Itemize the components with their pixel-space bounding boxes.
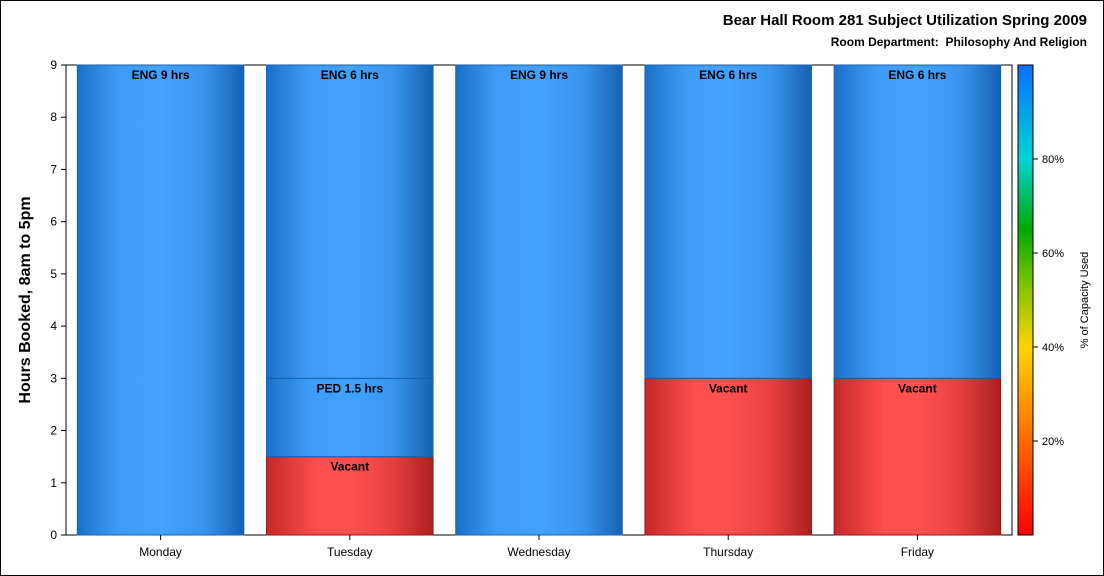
colorbar-legend: 20% 40% 60% 80%: [1017, 64, 1064, 536]
y-tick-label: 5: [50, 267, 57, 281]
segment-label: ENG 6 hrs: [699, 68, 757, 82]
vacant-segment: [833, 377, 1002, 536]
x-tick-label: Wednesday: [507, 545, 570, 559]
y-tick-label: 0: [50, 528, 57, 542]
y-tick-label: 4: [50, 319, 57, 333]
colorbar-tick-label: 40%: [1042, 342, 1064, 354]
colorbar-tick-label: 80%: [1042, 154, 1064, 166]
y-tick-label: 2: [50, 424, 57, 438]
booked-segment: [644, 64, 812, 379]
segment-label: PED 1.5 hrs: [316, 381, 383, 395]
segment-label: ENG 9 hrs: [510, 68, 568, 82]
y-tick-label: 3: [50, 371, 57, 385]
segment-label: Vacant: [898, 381, 937, 395]
plot-area: 0 1 2 3 4 5 6 7 8 9 ENG 9 hrs Monday Vacant PED 1.5 h…: [50, 58, 1013, 559]
segment-label: ENG 6 hrs: [321, 68, 379, 82]
booked-segment: [833, 64, 1002, 379]
chart-subtitle: Room Department: Philosophy And Religion: [830, 35, 1087, 49]
vacant-segment: [266, 456, 434, 536]
chart-title: Bear Hall Room 281 Subject Utilization S…: [722, 12, 1087, 29]
x-tick-label: Thursday: [703, 545, 753, 559]
x-tick-label: Tuesday: [327, 545, 373, 559]
y-tick-label: 9: [50, 58, 57, 72]
y-tick-label: 7: [50, 162, 57, 176]
segment-label: ENG 9 hrs: [132, 68, 190, 82]
y-tick-label: 6: [50, 215, 57, 229]
segment-label: Vacant: [330, 460, 369, 474]
booked-segment: [455, 64, 623, 536]
segment-label: ENG 6 hrs: [888, 68, 946, 82]
colorbar-scale: [1017, 64, 1034, 536]
colorbar-label: % of Capacity Used: [1079, 252, 1091, 349]
colorbar-tick-label: 20%: [1042, 436, 1064, 448]
colorbar-tick-label: 60%: [1042, 248, 1064, 260]
vacant-segment: [644, 377, 812, 536]
segment-label: Vacant: [709, 381, 748, 395]
x-tick-label: Friday: [901, 545, 934, 559]
y-tick-label: 8: [50, 110, 57, 124]
booked-segment: [76, 64, 245, 536]
y-tick-label: 1: [50, 476, 57, 490]
booked-segment: [266, 64, 434, 379]
x-tick-label: Monday: [139, 545, 182, 559]
y-axis-label: Hours Booked, 8am to 5pm: [17, 196, 34, 403]
